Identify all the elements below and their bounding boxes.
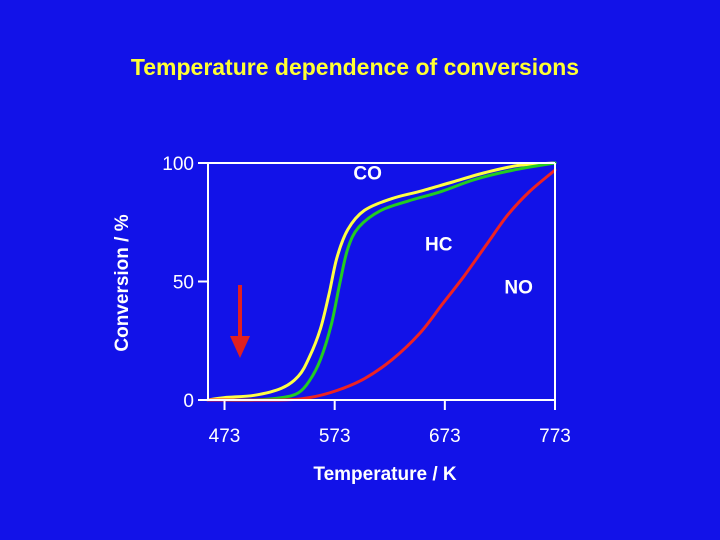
series-label-no: NO: [504, 277, 533, 298]
chart-title: Temperature dependence of conversions: [130, 54, 580, 80]
x-axis-title: Temperature / K: [313, 464, 457, 485]
y-axis-title: Conversion / %: [112, 214, 133, 351]
x-tick-label: 573: [319, 426, 351, 447]
series-line-hc: [206, 161, 557, 402]
y-tick-label: 0: [183, 391, 194, 412]
red-arrow-icon: [230, 285, 250, 358]
x-tick-label: 773: [539, 426, 571, 447]
x-tick-label: 473: [209, 426, 241, 447]
x-tick-label: 673: [429, 426, 461, 447]
y-tick-label: 50: [173, 273, 194, 294]
series-label-hc: HC: [425, 235, 453, 256]
series-line-co: [206, 161, 557, 402]
y-tick-label: 100: [162, 154, 194, 175]
series-label-co: CO: [353, 163, 382, 184]
series-line-no: [206, 168, 557, 402]
